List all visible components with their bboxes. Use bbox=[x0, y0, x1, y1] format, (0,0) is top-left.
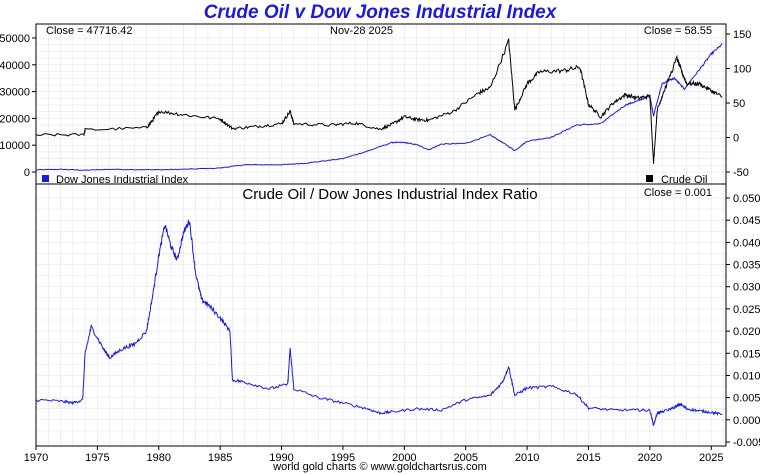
dow-close-annotation: Close = 47716.42 bbox=[46, 25, 133, 37]
oil-close-annotation: Close = 58.55 bbox=[644, 25, 712, 37]
top-right-axis-ticks: -50 0 50 100 150 bbox=[726, 29, 751, 179]
tick-label: 1980 bbox=[147, 452, 171, 464]
tick-label: 0.035 bbox=[733, 260, 760, 272]
tick-label: 0 bbox=[24, 167, 30, 179]
tick-label: 50 bbox=[733, 98, 745, 110]
tick-label: 0.000 bbox=[733, 415, 760, 427]
legend-swatch-dow bbox=[42, 175, 49, 182]
bottom-panel-frame bbox=[35, 183, 727, 447]
tick-label: 50000 bbox=[0, 33, 30, 45]
ratio-panel-title: Crude Oil / Dow Jones Industrial Index R… bbox=[242, 186, 537, 203]
series-line-ratio bbox=[35, 219, 723, 427]
tick-label: 30000 bbox=[0, 87, 30, 99]
tick-label: -50 bbox=[733, 167, 749, 179]
legend-label-oil: Crude Oil bbox=[661, 174, 707, 186]
legend-swatch-oil bbox=[646, 175, 653, 182]
tick-label: 1970 bbox=[24, 452, 48, 464]
tick-label: 1990 bbox=[269, 452, 293, 464]
tick-label: 0.010 bbox=[733, 370, 760, 382]
tick-label: 2015 bbox=[576, 452, 600, 464]
date-annotation: Nov-28 2025 bbox=[330, 25, 393, 37]
top-panel-grid bbox=[35, 24, 726, 184]
tick-label: 0.025 bbox=[733, 304, 760, 316]
tick-label: 0.005 bbox=[733, 393, 760, 405]
chart-title: Crude Oil v Dow Jones Industrial Index bbox=[203, 2, 557, 23]
tick-label: 2000 bbox=[392, 452, 416, 464]
top-panel-frame bbox=[35, 23, 727, 185]
legend-label-dow: Dow Jones Industrial Index bbox=[56, 174, 189, 186]
tick-label: -0.005 bbox=[733, 437, 760, 449]
tick-label: 0.045 bbox=[733, 215, 760, 227]
bottom-panel-grid bbox=[35, 184, 726, 446]
tick-label: 0.050 bbox=[733, 193, 760, 205]
tick-label: 0.030 bbox=[733, 282, 760, 294]
tick-label: 1975 bbox=[85, 452, 109, 464]
tick-label: 0.020 bbox=[733, 326, 760, 338]
tick-label: 1995 bbox=[331, 452, 355, 464]
top-left-axis-ticks: 0 10000 20000 30000 40000 50000 bbox=[0, 33, 36, 179]
footer-credit: world gold charts © www.goldchartsrus.co… bbox=[273, 461, 487, 473]
tick-label: 20000 bbox=[0, 113, 30, 125]
series-line-dow-jones bbox=[35, 42, 723, 171]
tick-label: 40000 bbox=[0, 60, 30, 72]
series-line-crude-oil bbox=[35, 38, 723, 164]
tick-label: 2005 bbox=[453, 452, 477, 464]
tick-label: 1985 bbox=[208, 452, 232, 464]
x-axis-ticks: 1970 1975 1980 1985 1990 1995 2000 2005 2010 2015… bbox=[24, 446, 724, 464]
tick-label: 10000 bbox=[0, 140, 30, 152]
tick-label: 0.015 bbox=[733, 348, 760, 360]
tick-label: 2010 bbox=[515, 452, 539, 464]
tick-label: 150 bbox=[733, 29, 751, 41]
tick-label: 0.040 bbox=[733, 237, 760, 249]
tick-label: 2020 bbox=[638, 452, 662, 464]
bottom-right-axis-ticks: -0.005 0.000 0.005 0.010 0.015 0.020 0.025 0.03… bbox=[726, 193, 760, 449]
tick-label: 2025 bbox=[699, 452, 723, 464]
ratio-close-annotation: Close = 0.001 bbox=[644, 187, 712, 199]
tick-label: 0 bbox=[733, 133, 739, 145]
tick-label: 100 bbox=[733, 64, 751, 76]
